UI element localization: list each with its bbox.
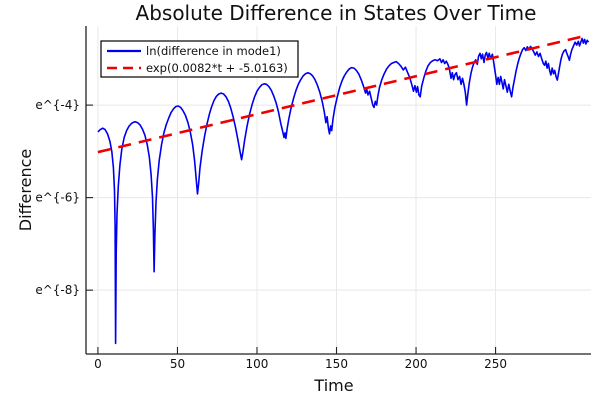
y-tick-label--6: e^{-6} bbox=[35, 191, 80, 205]
difference-series-path bbox=[97, 37, 590, 345]
x-axis-label: Time bbox=[313, 376, 353, 395]
x-tick-label-0: 0 bbox=[94, 357, 102, 371]
y-axis-label: Difference bbox=[16, 149, 35, 231]
data-series bbox=[97, 34, 590, 345]
legend: ln(difference in mode1) exp(0.0082*t + -… bbox=[100, 40, 299, 78]
x-tick-label-150: 150 bbox=[325, 357, 348, 371]
x-tick-label-250: 250 bbox=[484, 357, 507, 371]
legend-label-fit: exp(0.0082*t + -5.0163) bbox=[146, 61, 288, 75]
chart-title: Absolute Difference in States Over Time bbox=[136, 1, 537, 25]
y-tick-label--8: e^{-8} bbox=[35, 283, 80, 297]
legend-label-series1: ln(difference in mode1) bbox=[146, 44, 281, 58]
x-tick-label-200: 200 bbox=[405, 357, 428, 371]
tick-labels: 0 50 100 150 200 250 e^{-4} e^{-6} e^{-8} bbox=[35, 98, 507, 371]
x-tick-label-100: 100 bbox=[246, 357, 269, 371]
legend-box bbox=[100, 40, 299, 78]
axes bbox=[85, 26, 591, 355]
y-tick-label--4: e^{-4} bbox=[35, 98, 80, 112]
x-tick-label-50: 50 bbox=[170, 357, 185, 371]
